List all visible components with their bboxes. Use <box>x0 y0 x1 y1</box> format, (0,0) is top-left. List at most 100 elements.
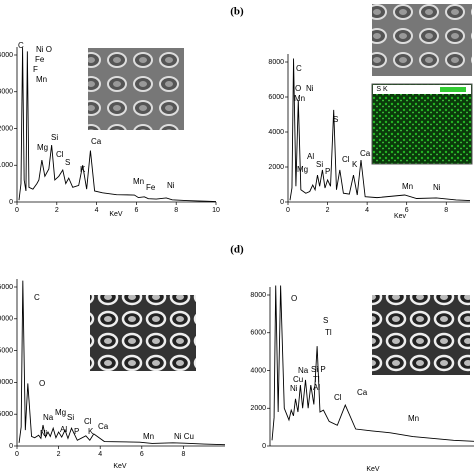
element-label: Mn <box>402 182 413 191</box>
x-tick-label: 4 <box>98 451 102 458</box>
x-tick-label: 6 <box>140 451 144 458</box>
element-label: Si P <box>311 365 326 374</box>
element-label: C <box>18 41 24 50</box>
element-map <box>371 83 473 165</box>
sem-inset <box>372 295 470 375</box>
element-label: Cl <box>342 155 350 164</box>
y-tick-label: 0 <box>9 443 13 450</box>
map-label: S K <box>376 86 388 93</box>
element-label: Cu <box>293 375 303 384</box>
element-label: S <box>65 158 70 167</box>
x-axis-label: Kev <box>394 213 407 220</box>
x-tick-label: 4 <box>95 207 99 214</box>
x-tick-label: 2 <box>326 207 330 214</box>
element-label: K <box>88 427 94 436</box>
element-label: Ni O <box>36 45 52 54</box>
y-tick-label: 5000 <box>0 411 13 418</box>
spectrum-panel: 010002000300040000246810KeVCNi OFeFMnSiM… <box>0 41 220 218</box>
y-tick-label: 0 <box>262 443 266 450</box>
x-tick-label: 8 <box>174 207 178 214</box>
element-label: Fe <box>146 183 156 192</box>
y-tick-label: 4000 <box>268 129 284 136</box>
element-label: Tl <box>325 328 332 337</box>
x-tick-label: 6 <box>405 207 409 214</box>
element-label: Ni <box>40 429 48 438</box>
element-label: P <box>74 427 79 436</box>
element-label: Ni <box>433 183 441 192</box>
map-header <box>373 85 471 94</box>
element-label: Tl <box>313 375 320 384</box>
x-axis-label: KeV <box>109 211 123 218</box>
y-tick-label: 20000 <box>0 316 13 323</box>
element-label: Cl <box>84 417 92 426</box>
y-tick-label: 6000 <box>250 330 266 337</box>
y-tick-label: 8000 <box>250 292 266 299</box>
element-label: Ca <box>91 137 102 146</box>
y-tick-label: 1000 <box>0 162 13 169</box>
sem-inset <box>88 48 184 130</box>
y-tick-label: 3000 <box>0 89 13 96</box>
element-label: Mn <box>294 94 305 103</box>
x-tick-label: 8 <box>181 451 185 458</box>
element-label: K <box>80 165 86 174</box>
element-label: C <box>296 64 302 73</box>
element-label: Cl <box>56 150 64 159</box>
spectrum-line <box>18 47 216 202</box>
element-label: Mg <box>55 408 66 417</box>
element-label: S <box>323 316 328 325</box>
element-label: Ca <box>98 422 109 431</box>
spectrum-line <box>18 280 225 446</box>
element-label: Ni <box>290 384 298 393</box>
element-label: Fe <box>35 55 45 64</box>
element-label: Mn <box>408 414 419 423</box>
element-label: Ni <box>306 84 314 93</box>
element-label: Mg <box>37 143 48 152</box>
y-tick-label: 10000 <box>0 379 13 386</box>
element-label: Al <box>307 152 314 161</box>
x-tick-label: 0 <box>15 207 19 214</box>
spectrum-line <box>271 285 474 442</box>
element-label: Mg <box>297 165 308 174</box>
element-label: C <box>34 293 40 302</box>
element-label: Na <box>298 366 309 375</box>
element-label: O <box>291 294 297 303</box>
element-label: Ni <box>167 181 175 190</box>
element-label: Mn <box>143 432 154 441</box>
y-tick-label: 0 <box>9 199 13 206</box>
element-label: Mn <box>133 177 144 186</box>
x-tick-label: 0 <box>286 207 290 214</box>
element-label: Ni Cu <box>174 432 194 441</box>
plots: 010002000300040000246810KeVCNi OFeFMnSiM… <box>0 6 474 473</box>
y-tick-label: 6000 <box>268 94 284 101</box>
element-label: F <box>33 65 38 74</box>
sem-inset <box>372 4 472 76</box>
y-tick-label: 25000 <box>0 284 13 291</box>
y-tick-label: 0 <box>280 199 284 206</box>
panel-label: (b) <box>230 6 244 18</box>
map-scale <box>440 87 466 92</box>
element-label: Ca <box>360 149 371 158</box>
sem-inset <box>90 295 196 371</box>
spectrum-line <box>289 58 470 202</box>
panel-label: (d) <box>230 244 244 256</box>
y-tick-label: 4000 <box>250 367 266 374</box>
x-tick-label: 8 <box>444 207 448 214</box>
x-axis-label: KeV <box>366 466 380 473</box>
x-tick-label: 0 <box>15 451 19 458</box>
y-tick-label: 4000 <box>0 52 13 59</box>
element-label: Si <box>67 413 74 422</box>
y-tick-label: 2000 <box>268 164 284 171</box>
element-label: Cl <box>334 393 342 402</box>
x-axis-label: KeV <box>113 463 127 470</box>
element-label: Mn <box>36 75 47 84</box>
y-tick-label: 8000 <box>268 59 284 66</box>
y-tick-label: 15000 <box>0 347 13 354</box>
element-label: Na <box>43 413 54 422</box>
x-tick-label: 2 <box>57 451 61 458</box>
element-label: Al <box>313 383 320 392</box>
element-label: O <box>295 84 301 93</box>
